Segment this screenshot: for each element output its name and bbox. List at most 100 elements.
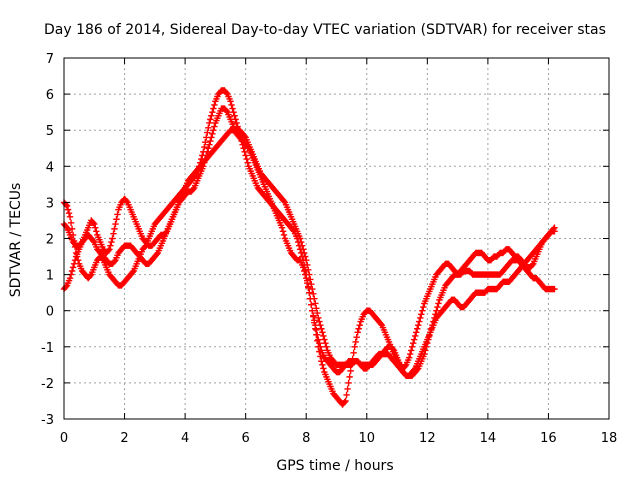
- data-point: [353, 333, 360, 341]
- data-point: [313, 305, 320, 312]
- data-point: [345, 379, 352, 387]
- data-point: [210, 105, 217, 112]
- data-point: [418, 311, 425, 318]
- x-axis-tick-labels: 0 2 4 6 8 10 12 14 16 18: [60, 431, 617, 446]
- y-tick-label: 5: [46, 124, 54, 139]
- data-point: [411, 366, 418, 373]
- data-point: [410, 339, 417, 347]
- data-point: [310, 290, 317, 298]
- data-point: [551, 224, 558, 231]
- data-point: [408, 343, 416, 350]
- data-point: [317, 343, 324, 350]
- data-point: [113, 216, 120, 223]
- data-point: [204, 129, 211, 136]
- data-point: [405, 354, 413, 361]
- data-point: [209, 130, 216, 138]
- y-tick-label: 6: [46, 88, 54, 103]
- data-point: [401, 362, 409, 370]
- y-tick-label: -3: [41, 413, 54, 428]
- data-point: [208, 112, 215, 119]
- x-tick-label: 14: [480, 431, 497, 446]
- x-tick-label: 0: [60, 431, 68, 446]
- data-point: [211, 123, 218, 130]
- data-point: [63, 202, 71, 210]
- data-point: [314, 331, 321, 338]
- data-point: [90, 219, 97, 227]
- data-point: [90, 237, 97, 245]
- data-point: [320, 332, 327, 340]
- x-tick-label: 16: [540, 431, 557, 446]
- data-point: [414, 325, 421, 332]
- data-point: [66, 275, 74, 282]
- series-track-b: [60, 105, 558, 379]
- data-point: [304, 279, 311, 287]
- data-point: [201, 143, 208, 151]
- data-point: [302, 253, 309, 260]
- data-point: [227, 98, 234, 105]
- data-point: [412, 332, 419, 340]
- data-point: [108, 238, 115, 246]
- data-point: [105, 247, 112, 254]
- data-point: [223, 89, 230, 97]
- data-point: [310, 312, 317, 319]
- data-point: [114, 211, 121, 218]
- chart-title: Day 186 of 2014, Sidereal Day-to-day VTE…: [44, 22, 606, 38]
- data-point: [65, 210, 73, 217]
- series-track-c: [60, 127, 558, 379]
- x-tick-label: 2: [120, 431, 128, 446]
- data-point: [93, 228, 100, 235]
- data-point: [111, 258, 118, 265]
- y-axis-tick-labels: -3 -2 -1 0 1 2 3 4 5 6 7: [41, 52, 54, 428]
- data-point: [66, 213, 74, 221]
- data-point: [205, 124, 212, 131]
- data-point: [323, 343, 330, 350]
- data-point: [123, 197, 130, 205]
- data-point: [205, 145, 212, 152]
- data-point: [420, 303, 427, 311]
- data-point: [344, 385, 351, 393]
- axis-ticks: [63, 57, 610, 420]
- data-point: [92, 224, 99, 231]
- data-point: [311, 295, 318, 302]
- y-tick-label: -1: [41, 341, 54, 356]
- x-axis-label: GPS time / hours: [276, 458, 393, 474]
- data-point: [109, 235, 116, 242]
- data-point: [153, 250, 161, 258]
- data-point: [377, 320, 385, 328]
- data-point: [551, 285, 558, 293]
- data-point: [550, 225, 557, 233]
- data-point: [352, 338, 359, 346]
- data-point: [319, 361, 326, 369]
- data-point: [107, 242, 114, 249]
- data-point: [280, 231, 288, 239]
- data-point: [301, 249, 308, 257]
- x-tick-label: 8: [302, 431, 310, 446]
- data-point: [419, 307, 426, 314]
- data-point: [307, 276, 314, 283]
- data-point: [312, 300, 319, 307]
- x-tick-label: 6: [242, 431, 250, 446]
- data-point: [242, 152, 249, 159]
- data-point: [311, 317, 318, 324]
- data-point: [207, 137, 214, 145]
- data-point: [317, 353, 324, 360]
- data-point: [70, 260, 78, 267]
- data-point: [316, 318, 323, 325]
- data-point: [313, 326, 320, 334]
- data-point: [303, 256, 310, 264]
- y-tick-label: 0: [46, 305, 54, 320]
- data-point: [320, 365, 327, 372]
- data-point: [244, 159, 251, 166]
- data-point: [415, 321, 422, 329]
- data-point: [355, 325, 362, 332]
- y-tick-label: 3: [46, 196, 54, 211]
- data-point: [308, 301, 315, 308]
- data-point: [406, 350, 414, 358]
- data-point: [309, 285, 316, 293]
- y-tick-label: 1: [46, 269, 54, 284]
- data-point: [356, 321, 363, 329]
- data-point: [308, 281, 315, 288]
- data-point: [243, 155, 250, 163]
- data-point: [71, 256, 79, 264]
